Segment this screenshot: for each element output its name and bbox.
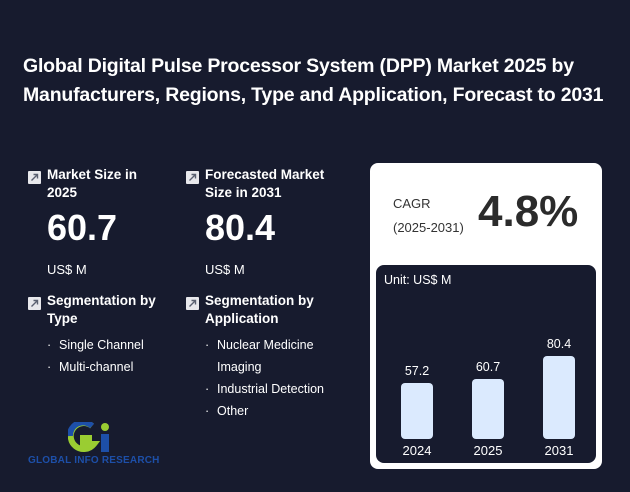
seg-type-item: Single Channel	[47, 334, 144, 356]
cagr-label: CAGR (2025-2031)	[393, 192, 464, 240]
seg-app-item: Imaging	[217, 360, 262, 374]
seg-app-list: Nuclear Medicine Imaging Industrial Dete…	[205, 334, 324, 422]
cagr-value: 4.8%	[478, 187, 579, 236]
bar-2024	[401, 383, 433, 439]
seg-app-item: Nuclear Medicine	[205, 334, 324, 356]
arrow-up-right-icon	[28, 297, 41, 310]
arrow-up-right-icon	[186, 171, 199, 184]
bar-value-label: 57.2	[404, 364, 430, 378]
bar-category-label: 2025	[473, 443, 503, 458]
market-size-value: 60.7	[47, 207, 118, 248]
logo-text: GLOBAL INFO RESEARCH	[28, 455, 160, 466]
cagr-period: (2025-2031)	[393, 220, 464, 235]
bar-category-label: 2024	[402, 443, 432, 458]
arrow-up-right-icon	[28, 171, 41, 184]
seg-type-list: Single Channel Multi-channel	[47, 334, 144, 378]
seg-app-label: Segmentation by Application	[205, 293, 314, 326]
bar-2031	[543, 356, 575, 439]
chart-unit-label: Unit: US$ M	[384, 273, 452, 287]
arrow-up-right-icon	[186, 297, 199, 310]
global-info-research-logo: GLOBAL INFO RESEARCH	[28, 422, 168, 470]
forecast-label: Forecasted Market Size in 2031	[205, 167, 325, 200]
forecast-unit: US$ M	[205, 262, 245, 277]
logo-mark-icon	[68, 422, 109, 453]
seg-app-item: Other	[205, 400, 324, 422]
seg-type-item: Multi-channel	[47, 356, 144, 378]
seg-type-label: Segmentation by Type	[47, 293, 156, 326]
seg-app-item: Industrial Detection	[205, 378, 324, 400]
bar-value-label: 80.4	[546, 337, 572, 351]
page-title: Global Digital Pulse Processor System (D…	[23, 55, 604, 106]
cagr-title: CAGR	[393, 196, 431, 211]
bar-value-label: 60.7	[475, 360, 501, 374]
market-size-chart: Unit: US$ M 57.2 2024 60.7 2025 80.4 2031	[376, 265, 596, 463]
forecast-value: 80.4	[205, 207, 276, 248]
market-size-unit: US$ M	[47, 262, 87, 277]
bar-2025	[472, 379, 504, 439]
bar-category-label: 2031	[544, 443, 574, 458]
market-size-label: Market Size in 2025	[47, 167, 138, 200]
